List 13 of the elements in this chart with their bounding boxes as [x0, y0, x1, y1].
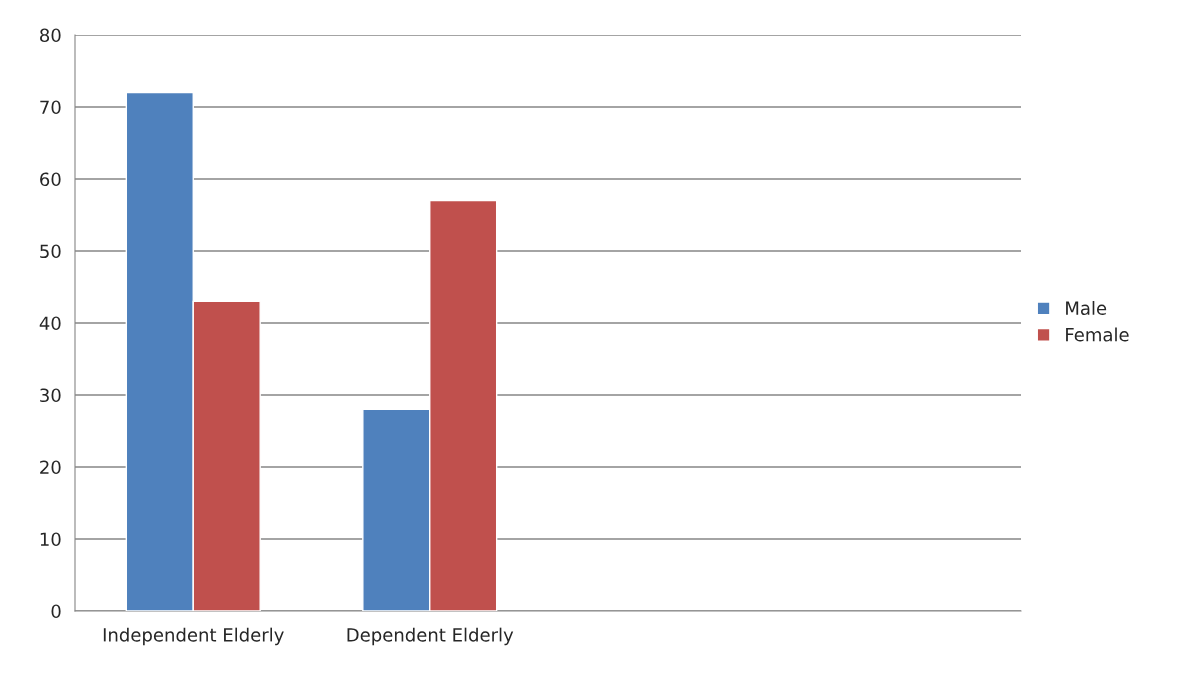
y-tick-label: 70 — [40, 100, 61, 115]
y-tick-label: 10 — [40, 532, 61, 547]
y-tick-label: 30 — [40, 388, 61, 403]
y-tick-label: 20 — [40, 460, 61, 475]
x-tick-label: Independent Elderly — [103, 627, 284, 646]
y-tick-label: 60 — [40, 172, 61, 187]
legend-label: Female — [1066, 327, 1129, 342]
y-tick-label: 0 — [51, 604, 61, 619]
legend-label: Male — [1066, 301, 1107, 315]
y-tick-label: 50 — [40, 244, 61, 259]
y-tick-label: 40 — [39, 316, 61, 331]
x-tick-label: Dependent Elderly — [347, 627, 514, 646]
y-tick-label: 80 — [40, 28, 61, 43]
